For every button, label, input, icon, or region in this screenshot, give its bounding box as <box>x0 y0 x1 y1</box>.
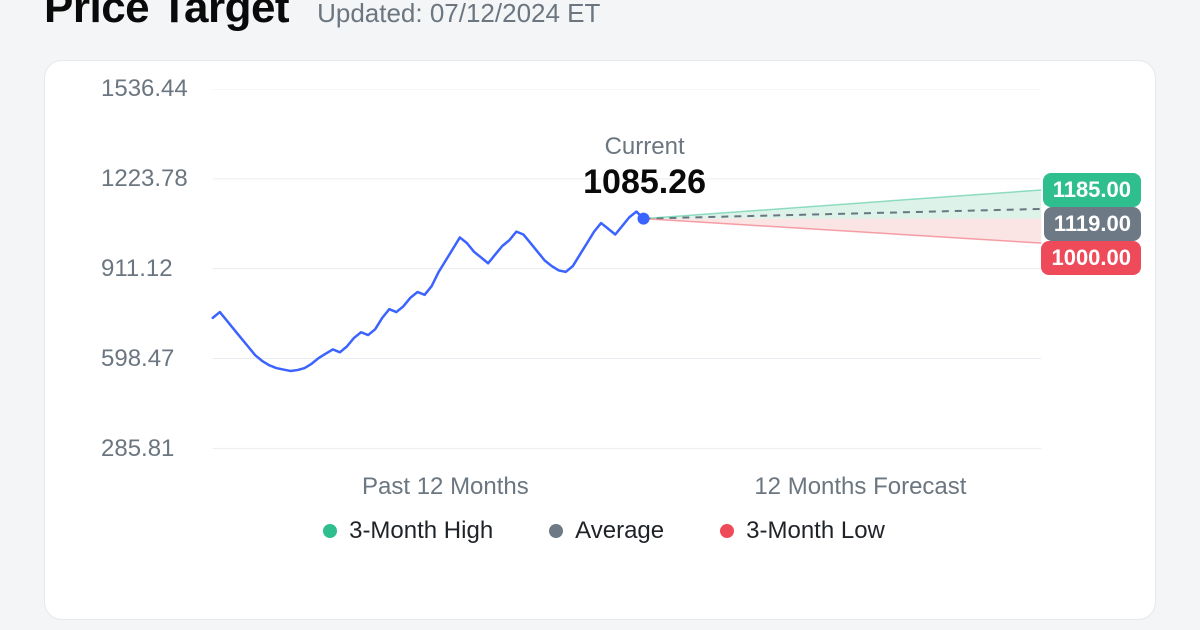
legend-dot-average <box>549 524 563 538</box>
forecast-average-badge: 1119.00 <box>1044 207 1141 241</box>
legend-label-high: 3-Month High <box>349 517 493 545</box>
legend-dot-low <box>720 524 734 538</box>
legend-item-average: Average <box>549 517 664 545</box>
legend-item-low: 3-Month Low <box>720 517 885 545</box>
legend-label-average: Average <box>575 517 664 545</box>
legend-label-low: 3-Month Low <box>746 517 885 545</box>
y-tick-2: 911.12 <box>101 255 173 283</box>
y-tick-0: 1536.44 <box>101 75 188 103</box>
forecast-low-badge: 1000.00 <box>1041 241 1141 275</box>
updated-prefix: Updated: <box>317 0 430 28</box>
current-value: 1085.26 <box>583 163 706 202</box>
y-tick-1: 1223.78 <box>101 165 188 193</box>
x-label-forecast: 12 Months Forecast <box>754 473 966 501</box>
legend-dot-high <box>323 524 337 538</box>
page-title: Price Target <box>44 0 289 30</box>
price-chart: 1536.44 1223.78 911.12 598.47 285.81 Pas… <box>73 89 1135 499</box>
x-label-past: Past 12 Months <box>362 473 529 501</box>
updated-date: 07/12/2024 ET <box>430 0 601 28</box>
updated-timestamp: Updated: 07/12/2024 ET <box>317 0 600 29</box>
price-target-card: 1536.44 1223.78 911.12 598.47 285.81 Pas… <box>44 60 1156 620</box>
current-value-callout: Current 1085.26 <box>583 133 706 202</box>
y-tick-3: 598.47 <box>101 345 174 373</box>
legend-item-high: 3-Month High <box>323 517 493 545</box>
forecast-high-badge: 1185.00 <box>1043 173 1141 207</box>
legend: 3-Month High Average 3-Month Low <box>73 517 1135 545</box>
current-label: Current <box>583 133 706 161</box>
y-tick-4: 285.81 <box>101 435 174 463</box>
header: Price Target Updated: 07/12/2024 ET <box>0 0 1200 44</box>
